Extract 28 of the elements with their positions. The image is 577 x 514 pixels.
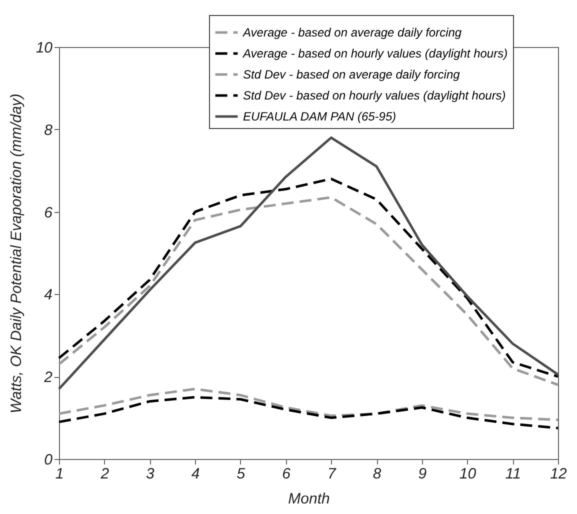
x-tick-label: 4 [191,466,200,482]
line-series [58,136,560,390]
x-axis-title: Month [288,490,330,508]
legend-label: Std Dev - based on hourly values (daylight hours) [243,88,506,102]
x-tick-label: 7 [328,466,337,482]
y-tick-label: 10 [36,40,54,56]
x-tick-label: 6 [282,466,292,482]
x-tick-label: 1 [55,466,64,482]
y-tick-label: 2 [43,369,54,386]
x-tick-label: 11 [505,466,521,482]
legend-label: Average - based on hourly values (daylight hours) [242,46,508,60]
legend-label: Average - based on average daily forcing [242,26,462,40]
x-tick-label: 5 [236,466,246,482]
legend-label: EUFAULA DAM PAN (65-95) [243,110,396,124]
x-tick-label: 3 [146,466,156,482]
x-tick-label: 12 [550,466,568,482]
line-series [58,388,560,422]
legend-label: Std Dev - based on average daily forcing [243,68,460,82]
x-tick-label: 8 [372,466,382,482]
y-axis-title: Watts, OK Daily Potential Evaporation (mm/day) [8,94,25,414]
line-series [58,396,560,430]
x-tick-label: 9 [418,466,428,482]
x-tick-label: 10 [459,466,477,482]
y-tick-label: 4 [44,286,52,304]
y-tick-label: 6 [44,204,54,222]
y-tick-label: 0 [44,452,54,468]
x-tick-label: 2 [100,466,110,482]
y-tick-label: 8 [44,122,54,139]
